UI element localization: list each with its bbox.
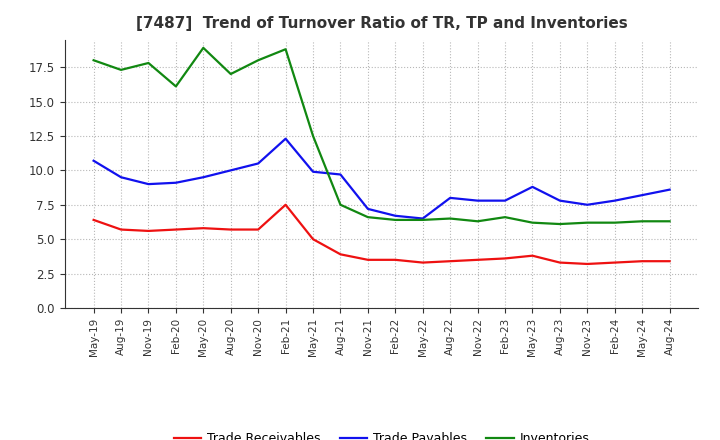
- Trade Receivables: [391, 257, 400, 263]
- Trade Payables: [282, 136, 290, 141]
- Inventories: [391, 217, 400, 223]
- Trade Payables: [473, 198, 482, 203]
- Trade Payables: [556, 198, 564, 203]
- Trade Receivables: [638, 259, 647, 264]
- Trade Payables: [611, 198, 619, 203]
- Trade Receivables: [418, 260, 427, 265]
- Inventories: [226, 71, 235, 77]
- Inventories: [418, 217, 427, 223]
- Trade Receivables: [473, 257, 482, 263]
- Inventories: [254, 58, 263, 63]
- Inventories: [473, 219, 482, 224]
- Trade Receivables: [446, 259, 454, 264]
- Legend: Trade Receivables, Trade Payables, Inventories: Trade Receivables, Trade Payables, Inven…: [168, 427, 595, 440]
- Trade Payables: [89, 158, 98, 163]
- Inventories: [500, 215, 509, 220]
- Trade Receivables: [528, 253, 537, 258]
- Trade Receivables: [500, 256, 509, 261]
- Inventories: [144, 60, 153, 66]
- Trade Payables: [446, 195, 454, 201]
- Trade Receivables: [665, 259, 674, 264]
- Trade Receivables: [171, 227, 180, 232]
- Inventories: [199, 45, 207, 51]
- Title: [7487]  Trend of Turnover Ratio of TR, TP and Inventories: [7487] Trend of Turnover Ratio of TR, TP…: [136, 16, 627, 32]
- Line: Inventories: Inventories: [94, 48, 670, 224]
- Trade Receivables: [117, 227, 125, 232]
- Inventories: [89, 58, 98, 63]
- Trade Payables: [226, 168, 235, 173]
- Trade Payables: [638, 192, 647, 198]
- Inventories: [556, 221, 564, 227]
- Trade Receivables: [144, 228, 153, 234]
- Trade Payables: [665, 187, 674, 192]
- Trade Receivables: [611, 260, 619, 265]
- Trade Payables: [364, 206, 372, 212]
- Inventories: [446, 216, 454, 221]
- Inventories: [665, 219, 674, 224]
- Trade Payables: [583, 202, 592, 207]
- Inventories: [171, 84, 180, 89]
- Trade Payables: [171, 180, 180, 185]
- Inventories: [364, 215, 372, 220]
- Trade Receivables: [583, 261, 592, 267]
- Inventories: [611, 220, 619, 225]
- Inventories: [336, 202, 345, 207]
- Trade Receivables: [226, 227, 235, 232]
- Inventories: [528, 220, 537, 225]
- Trade Receivables: [556, 260, 564, 265]
- Trade Payables: [418, 216, 427, 221]
- Inventories: [117, 67, 125, 73]
- Trade Receivables: [254, 227, 263, 232]
- Trade Payables: [117, 175, 125, 180]
- Trade Payables: [199, 175, 207, 180]
- Trade Receivables: [309, 237, 318, 242]
- Inventories: [583, 220, 592, 225]
- Trade Receivables: [199, 226, 207, 231]
- Inventories: [638, 219, 647, 224]
- Line: Trade Payables: Trade Payables: [94, 139, 670, 219]
- Trade Payables: [500, 198, 509, 203]
- Trade Payables: [528, 184, 537, 190]
- Trade Receivables: [282, 202, 290, 207]
- Trade Payables: [144, 181, 153, 187]
- Line: Trade Receivables: Trade Receivables: [94, 205, 670, 264]
- Trade Payables: [391, 213, 400, 218]
- Trade Receivables: [89, 217, 98, 223]
- Inventories: [282, 47, 290, 52]
- Trade Payables: [336, 172, 345, 177]
- Trade Receivables: [364, 257, 372, 263]
- Trade Payables: [309, 169, 318, 174]
- Trade Payables: [254, 161, 263, 166]
- Inventories: [309, 133, 318, 139]
- Trade Receivables: [336, 252, 345, 257]
